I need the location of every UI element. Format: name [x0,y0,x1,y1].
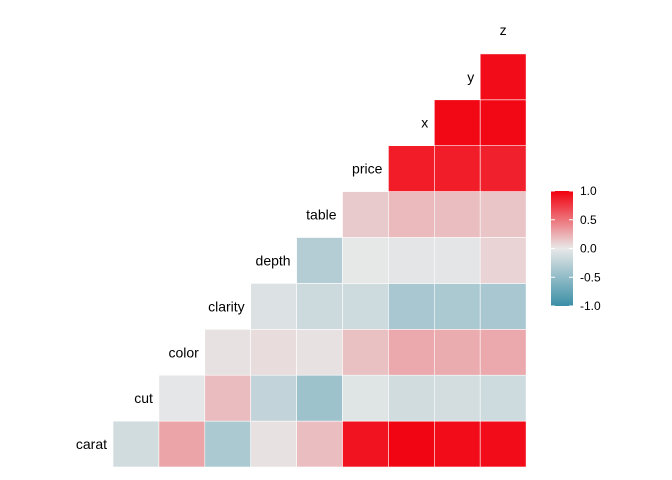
cell-z-depth [479,237,527,284]
cell-y-carat [433,420,481,468]
cell-x-color [388,328,435,376]
cell-depth-color [250,328,297,376]
cell-z-x [479,99,527,147]
cell-depth-clarity [250,283,297,330]
cell-y-cut [433,374,481,422]
label-depth: depth [256,252,291,268]
cell-color-cut [158,374,206,422]
cell-clarity-cut [204,374,252,422]
cell-table-carat [296,420,343,468]
legend-tick-label: 0.0 [580,242,597,256]
cell-depth-carat [250,420,297,468]
cell-x-depth [388,237,435,284]
cell-y-x [433,99,481,147]
cell-price-carat [342,420,389,468]
cell-z-y [479,53,527,101]
cell-z-cut [479,374,527,422]
cell-price-table [342,191,389,238]
label-table: table [306,207,337,223]
cell-z-price [479,145,527,192]
cell-z-color [479,328,527,376]
cell-table-depth [296,237,343,284]
cell-x-price [388,145,435,192]
cell-clarity-carat [204,420,252,468]
cell-y-price [433,145,481,192]
cell-table-clarity [296,283,343,330]
cell-y-depth [433,237,481,284]
cell-y-clarity [433,283,481,330]
label-clarity: clarity [208,298,245,314]
color-legend: 1.0 0.5 0.0 -0.5 -1.0 [551,184,601,313]
cell-x-cut [388,374,435,422]
legend-tick-label: 1.0 [580,184,597,198]
legend-tick-label: 0.5 [580,213,597,227]
legend-colorbar [551,191,573,306]
label-x: x [421,115,428,131]
cell-color-carat [158,420,206,468]
cell-table-color [296,328,343,376]
variable-labels: carat cut color clarity depth table price x y z [76,22,507,452]
cell-table-cut [296,374,343,422]
label-z: z [500,22,507,38]
cell-x-carat [388,420,435,468]
legend-tick-label: -0.5 [580,270,601,284]
cell-y-color [433,328,481,376]
cell-x-table [388,191,435,238]
cell-x-clarity [388,283,435,330]
label-y: y [467,69,474,85]
cell-z-carat [479,420,527,468]
label-cut: cut [134,390,153,406]
cell-z-clarity [479,283,527,330]
cell-price-clarity [342,283,389,330]
label-carat: carat [76,436,107,452]
cell-price-color [342,328,389,376]
heatmap-cells [112,53,527,468]
cell-price-depth [342,237,389,284]
cell-cut-carat [112,420,160,468]
cell-depth-cut [250,374,297,422]
cell-clarity-color [204,328,252,376]
cell-y-table [433,191,481,238]
cell-z-table [479,191,527,238]
label-price: price [352,161,383,177]
label-color: color [168,344,199,360]
legend-tick-label: -1.0 [580,299,601,313]
cell-price-cut [342,374,389,422]
